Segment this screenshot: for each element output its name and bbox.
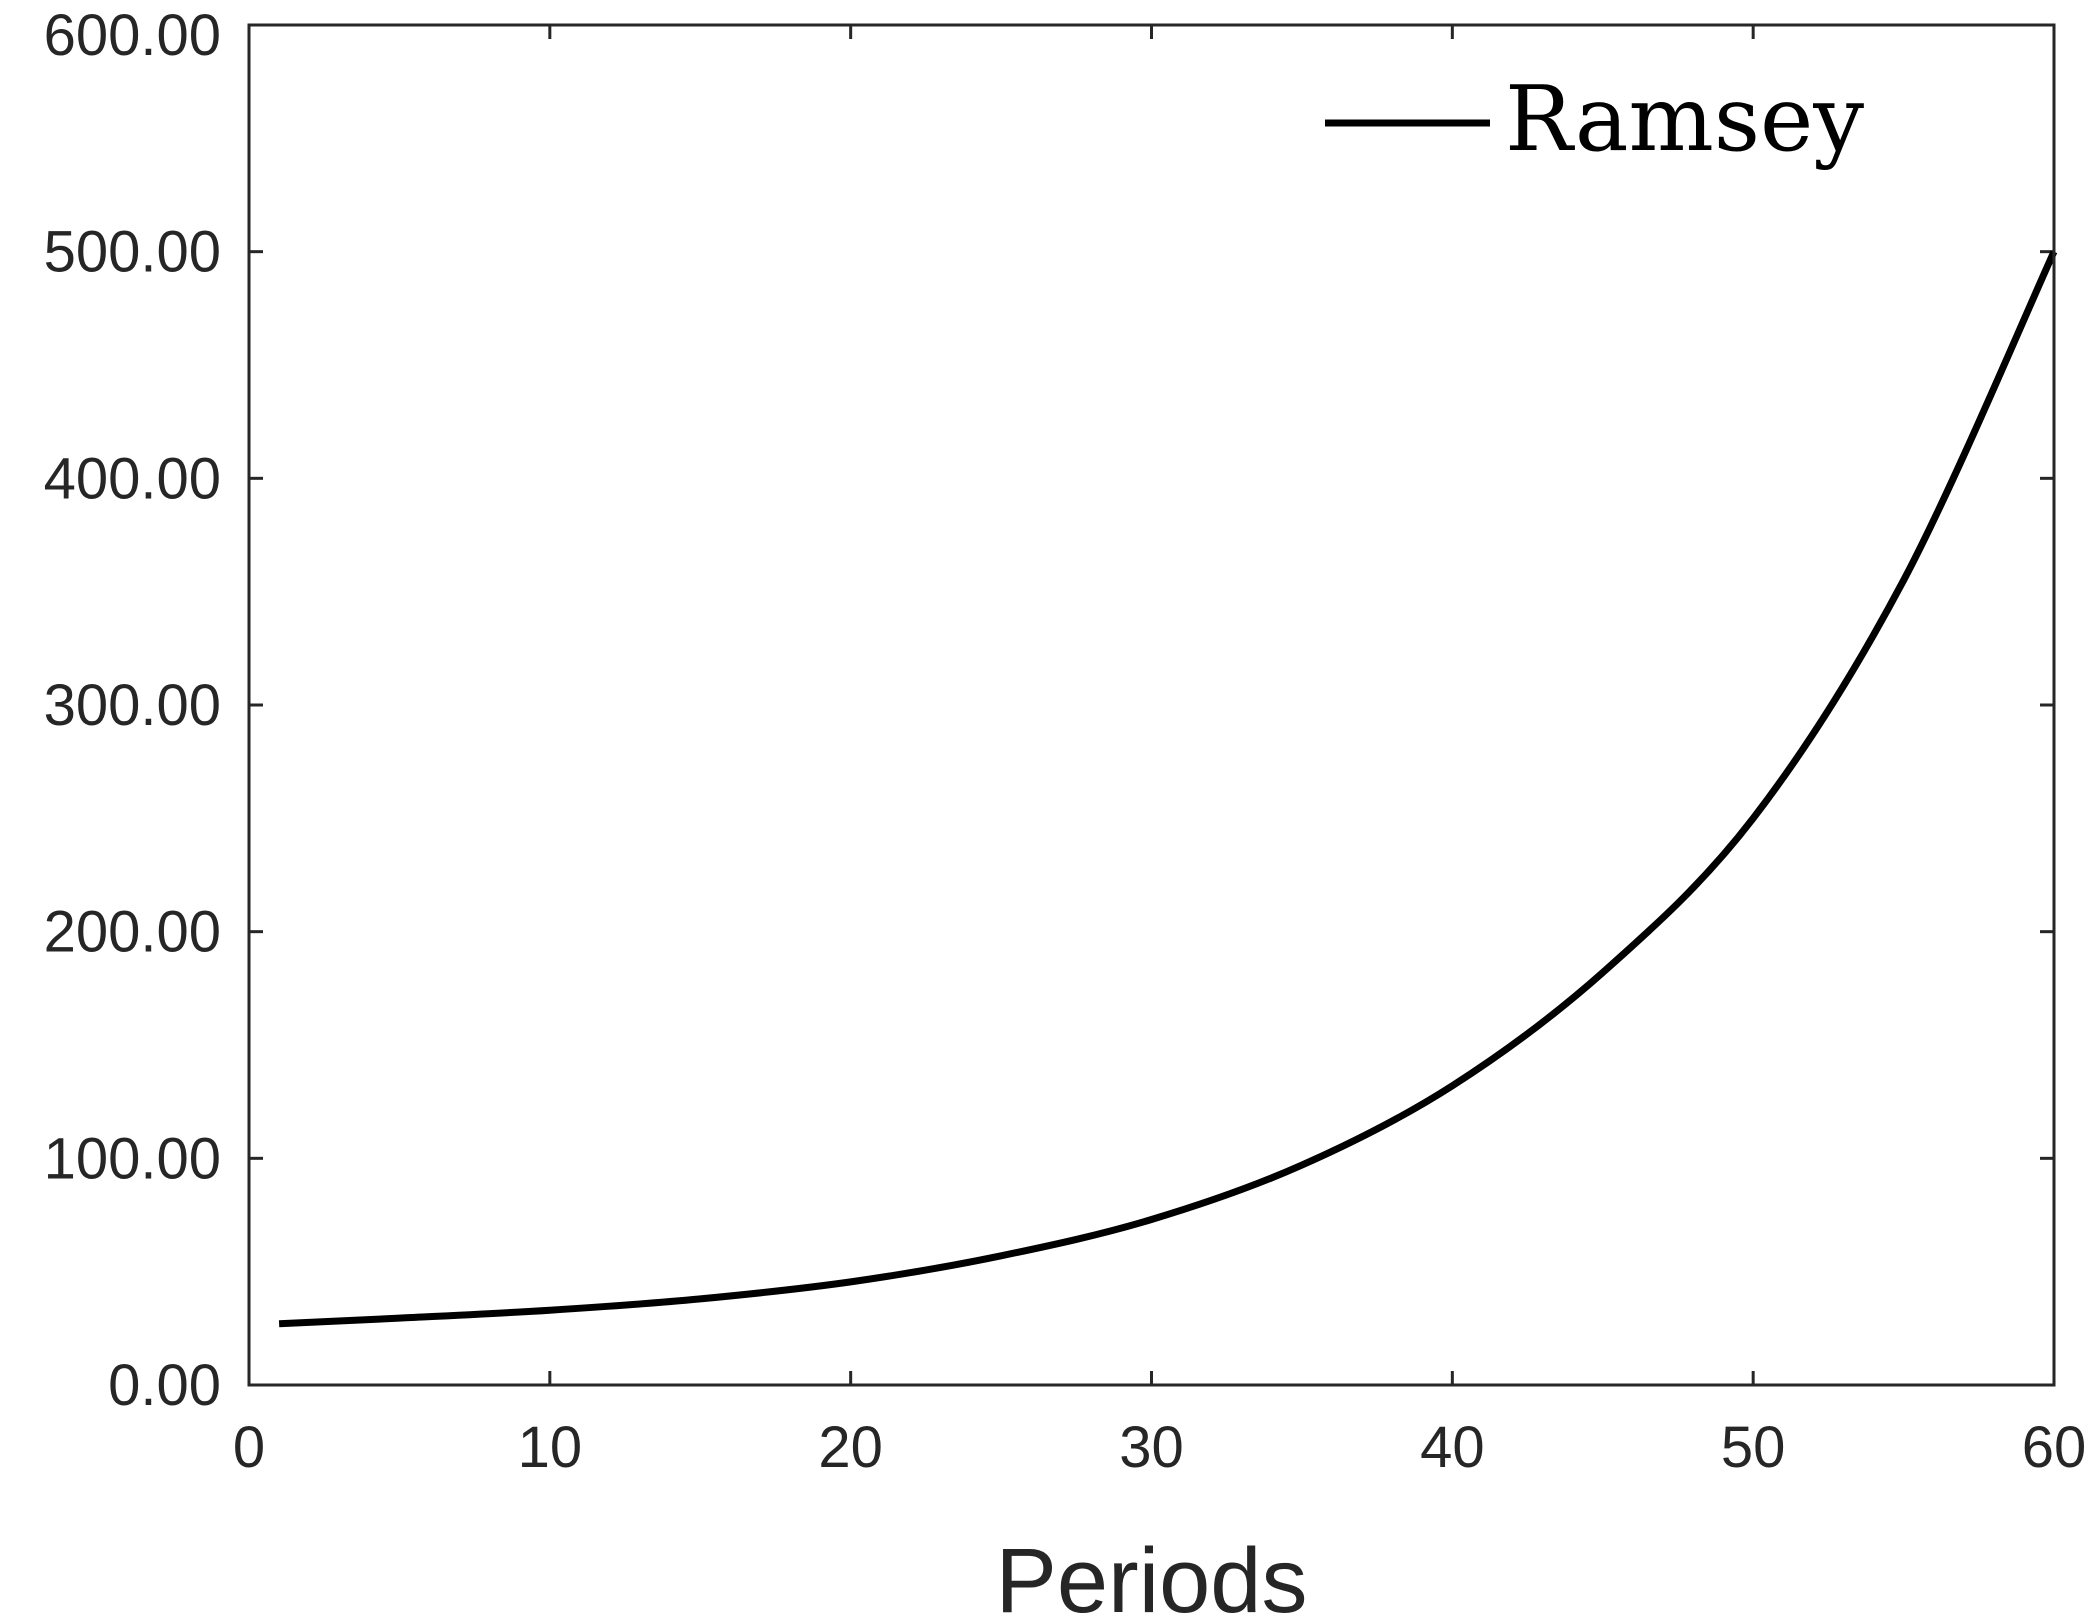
y-tick-label: 400.00 xyxy=(44,446,221,511)
legend-label: Ramsey xyxy=(1505,67,1864,172)
x-tick-label: 40 xyxy=(1420,1415,1485,1480)
legend: Ramsey xyxy=(1325,67,1864,172)
x-tick-label: 30 xyxy=(1119,1415,1184,1480)
y-tick-label: 200.00 xyxy=(44,900,221,965)
x-tick-label: 0 xyxy=(233,1415,265,1480)
x-tick-label: 10 xyxy=(518,1415,583,1480)
series-layer xyxy=(278,250,2058,1328)
x-tick-label: 20 xyxy=(818,1415,883,1480)
axis-ticks xyxy=(247,23,2056,1387)
x-tick-label: 60 xyxy=(2022,1415,2087,1480)
plot-frame xyxy=(247,23,2056,1387)
y-tick-label: 600.00 xyxy=(44,3,221,68)
y-tick-label: 0.00 xyxy=(108,1353,221,1418)
y-tick-labels: 0.00 100.00 200.00 300.00 400.00 500.00 600.00 xyxy=(44,3,221,1418)
y-tick-label: 500.00 xyxy=(44,220,221,285)
x-axis-label: Periods xyxy=(996,1530,1308,1623)
y-tick-label: 300.00 xyxy=(44,673,221,738)
x-tick-label: 50 xyxy=(1721,1415,1786,1480)
x-tick-labels: 0 10 20 30 40 50 60 xyxy=(233,1415,2086,1480)
series-line-ramsey xyxy=(278,250,2058,1328)
y-tick-label: 100.00 xyxy=(44,1126,221,1191)
